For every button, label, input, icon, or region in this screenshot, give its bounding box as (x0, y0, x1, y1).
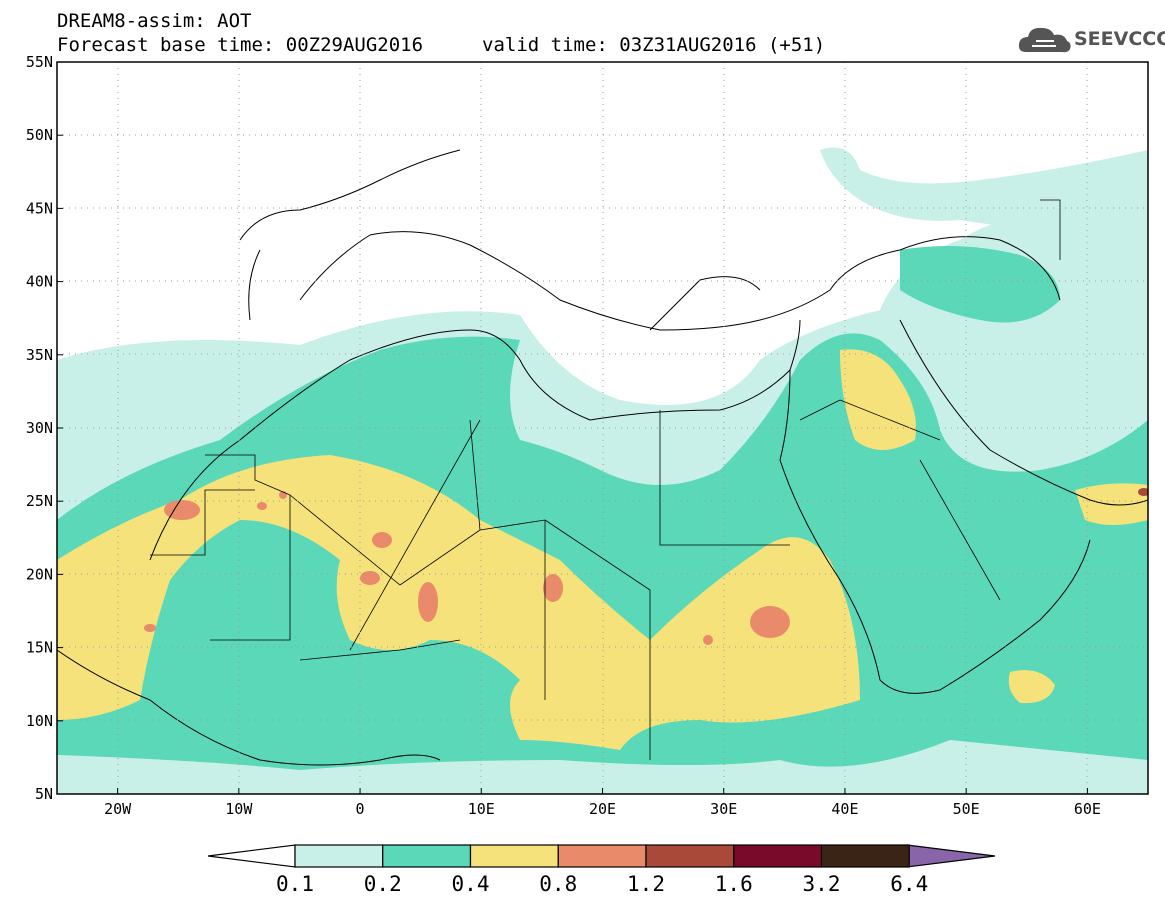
lon-tick-label: 0 (356, 800, 365, 818)
lon-tick-label: 50E (953, 800, 980, 818)
colorbar-level-label: 0.1 (276, 872, 314, 896)
valid-time: valid time: 03Z31AUG2016 (+51) (482, 34, 826, 56)
lat-tick-label: 40N (26, 273, 53, 291)
colorbar-level-label: 6.4 (890, 872, 929, 896)
colorbar-swatch (820, 844, 910, 868)
aot-band-0.8 (144, 491, 790, 645)
colorbar-level-label: 0.2 (363, 872, 402, 896)
colorbar (207, 844, 996, 868)
colorbar-level-label: 0.8 (539, 872, 578, 896)
colorbar-level-label: 1.6 (714, 872, 753, 896)
lat-tick-label: 25N (26, 492, 53, 510)
aot-field (57, 62, 1148, 794)
colorbar-high-arrow (906, 844, 996, 868)
seevccc-logo: SEEVCCC (1018, 22, 1165, 58)
lat-tick-label: 55N (26, 53, 53, 71)
lat-tick-label: 15N (26, 639, 53, 657)
logo-text: SEEVCCC (1074, 28, 1165, 50)
lon-tick-label: 10W (225, 800, 253, 818)
lat-tick-label: 20N (26, 565, 53, 583)
colorbar-level-label: 0.4 (451, 872, 490, 896)
colorbar-low-arrow (207, 844, 296, 868)
coastlines (57, 149, 1148, 766)
forecast-base-time: Forecast base time: 00Z29AUG2016 (57, 34, 424, 56)
colorbar-swatch (469, 844, 559, 868)
aot-band-0.4 (57, 455, 860, 750)
lon-tick-label: 30E (710, 800, 737, 818)
lon-tick-label: 20E (589, 800, 616, 818)
lat-tick-label: 50N (26, 126, 53, 144)
lon-tick-label: 20W (104, 800, 132, 818)
colorbar-swatch (557, 844, 647, 868)
lat-tick-label: 5N (35, 785, 53, 803)
lon-tick-label: 10E (468, 800, 495, 818)
cloud-icon (1018, 27, 1071, 53)
colorbar-swatch (645, 844, 735, 868)
colorbar-level-label: 3.2 (802, 872, 841, 896)
lat-tick-label: 30N (26, 419, 53, 437)
lon-tick-label: 40E (831, 800, 858, 818)
axis-ticks: 55N 50N 45N 40N 35N 30N 25N 20N 15N 10N 5N 20W 10W 0 1… (26, 53, 1101, 818)
grid (57, 62, 1148, 794)
lon-tick-label: 60E (1074, 800, 1101, 818)
map-title: DREAM8-assim: AOT (57, 10, 252, 32)
colorbar-level-label: 1.2 (627, 872, 665, 896)
colorbar-swatch (733, 844, 823, 868)
colorbar-swatch (382, 844, 472, 868)
lat-tick-label: 35N (26, 346, 53, 364)
lat-tick-label: 10N (26, 712, 53, 730)
country-borders (150, 199, 1061, 760)
lat-tick-label: 45N (26, 199, 53, 217)
colorbar-swatch (294, 844, 384, 868)
